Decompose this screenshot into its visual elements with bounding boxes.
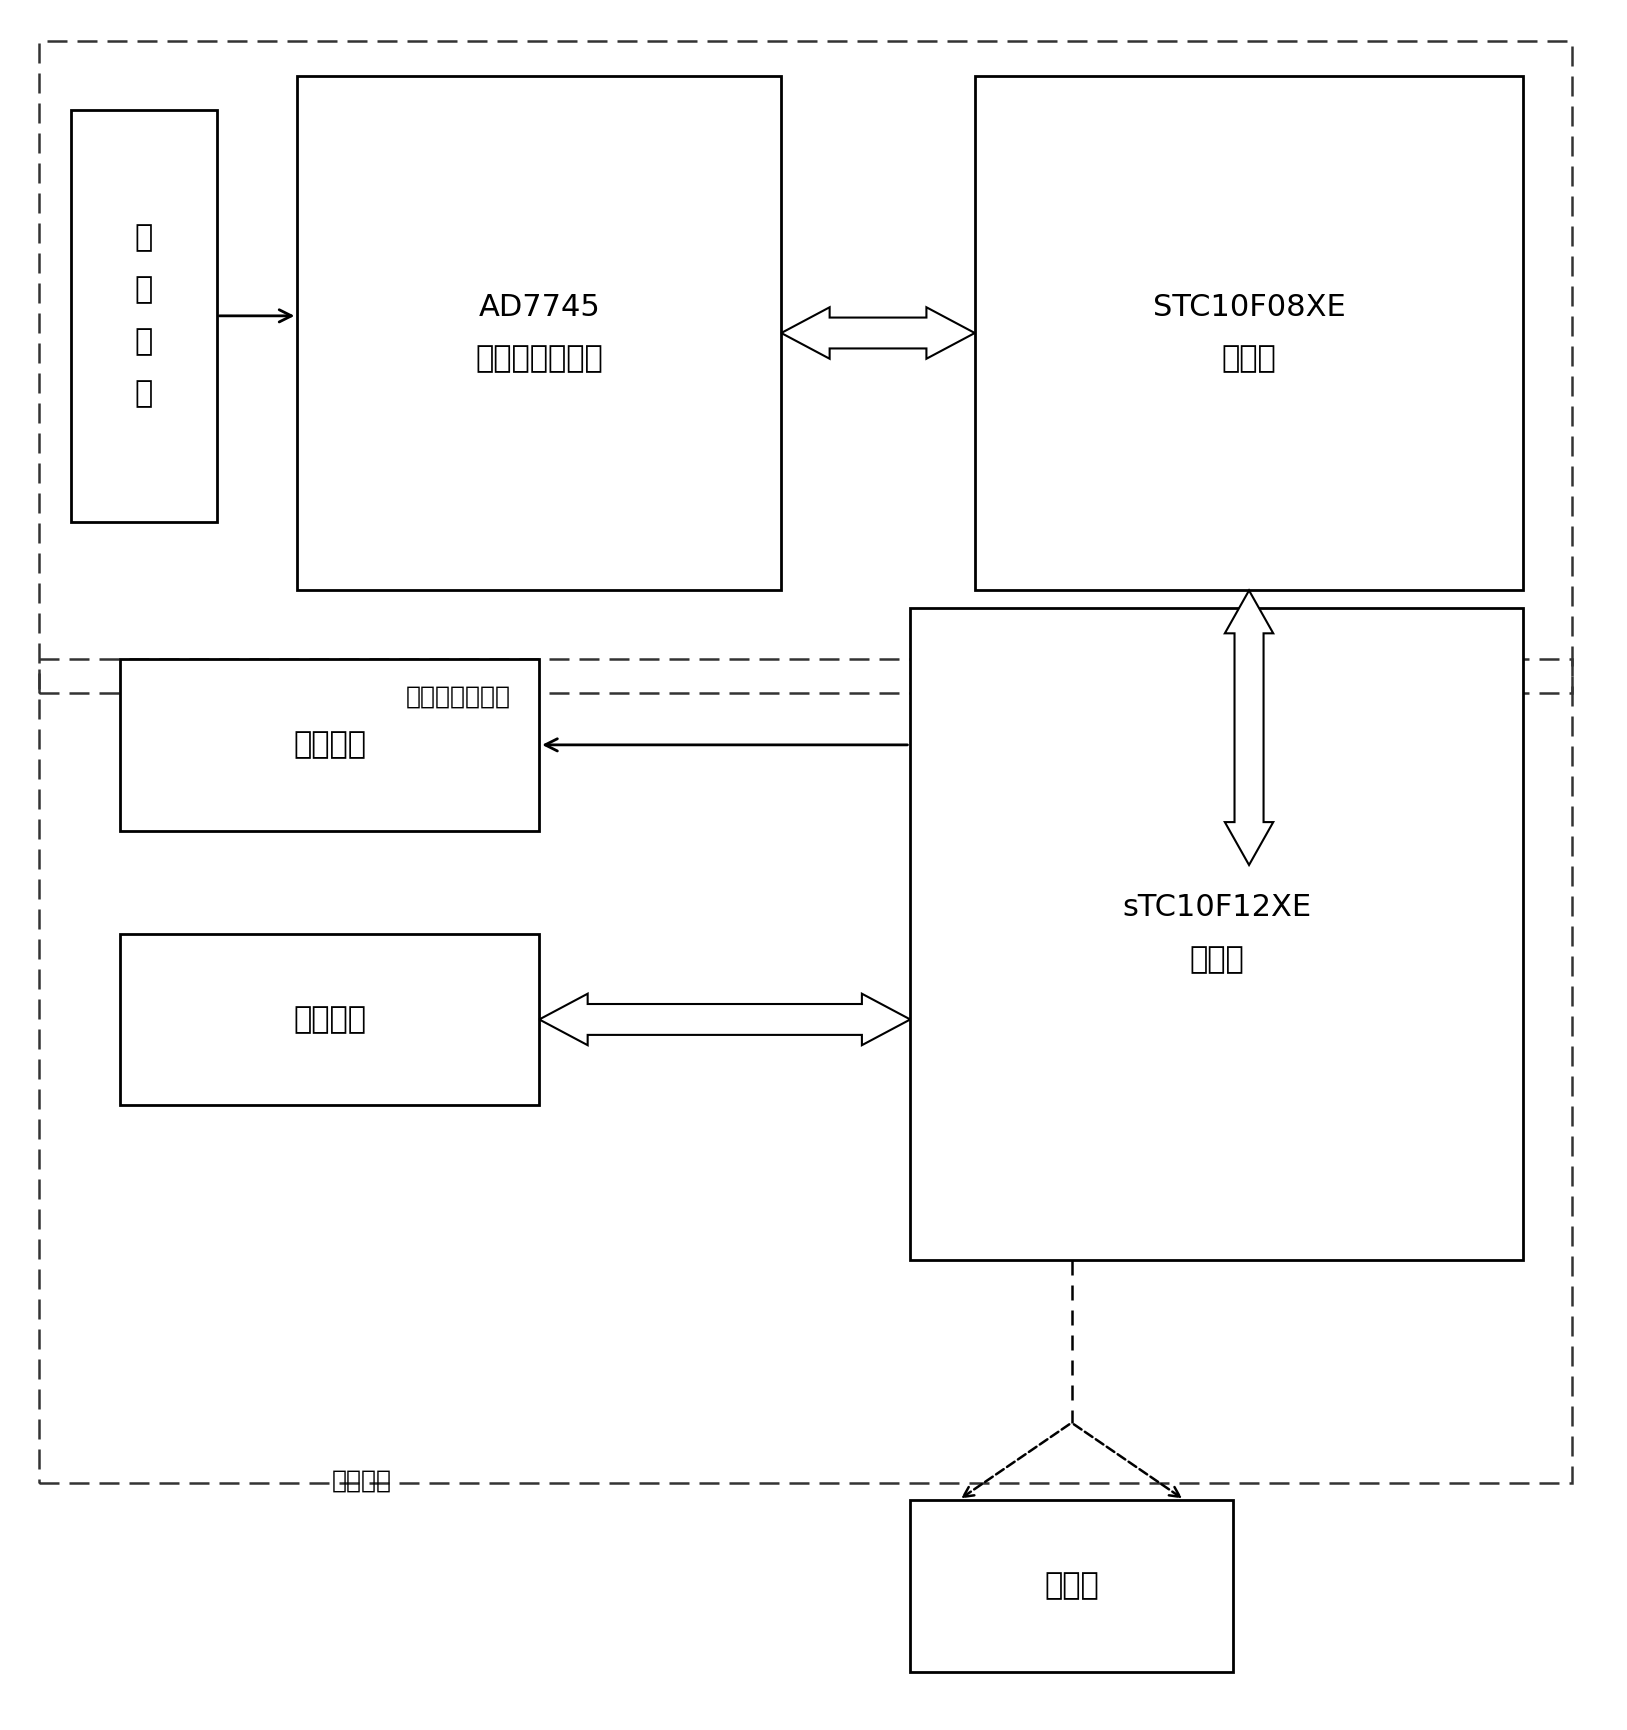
Bar	[909, 607, 1523, 1259]
Bar	[909, 1500, 1233, 1671]
Polygon shape	[781, 308, 975, 358]
Polygon shape	[539, 993, 909, 1045]
Text: 上位机: 上位机	[1045, 1571, 1098, 1600]
Bar	[120, 659, 539, 830]
Bar	[120, 934, 539, 1105]
Bar	[975, 76, 1523, 590]
Text: 电容数字传感器: 电容数字传感器	[407, 685, 511, 709]
Text: AD7745
电容数字转换器: AD7745 电容数字转换器	[475, 292, 604, 374]
Text: 数据存储: 数据存储	[293, 1005, 366, 1035]
Bar	[72, 111, 216, 522]
Text: 液晶显示: 液晶显示	[293, 730, 366, 759]
Text: sTC10F12XE
单片机: sTC10F12XE 单片机	[1123, 893, 1311, 974]
Bar	[39, 659, 1572, 1483]
Polygon shape	[1225, 590, 1274, 865]
Text: 测量主机: 测量主机	[332, 1469, 392, 1493]
Bar	[39, 42, 1572, 694]
Bar	[298, 76, 781, 590]
Text: STC10F08XE
单片机: STC10F08XE 单片机	[1152, 292, 1346, 374]
Text: 测
量
极
板: 测 量 极 板	[135, 223, 153, 408]
